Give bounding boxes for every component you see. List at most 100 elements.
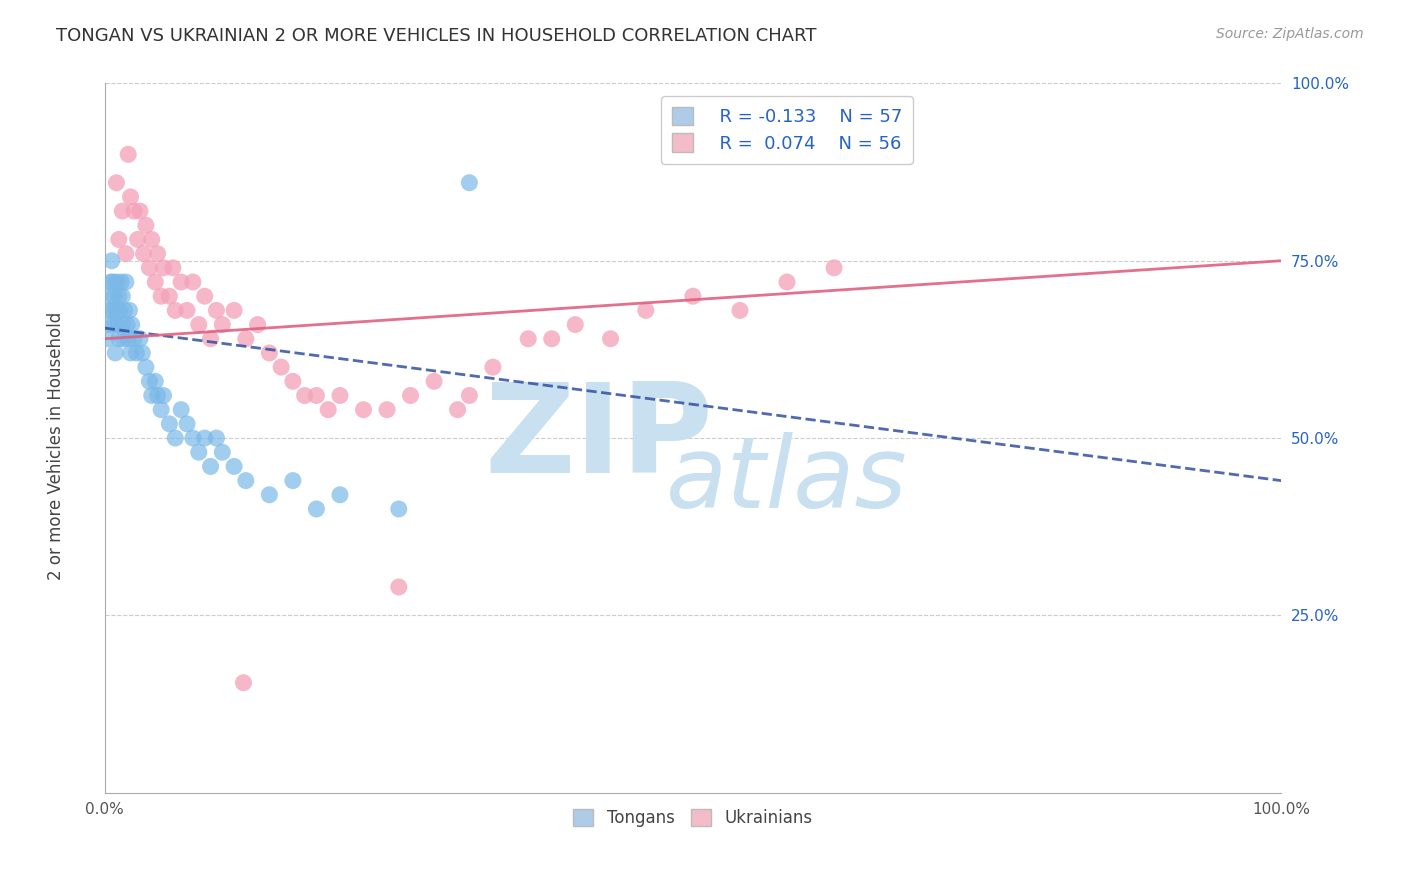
- Point: [294, 388, 316, 402]
- Point: [353, 402, 375, 417]
- Point: [211, 445, 233, 459]
- Point: [122, 204, 145, 219]
- Point: [176, 417, 198, 431]
- Text: ZIP: ZIP: [485, 377, 713, 499]
- Point: [517, 332, 540, 346]
- Point: [115, 318, 138, 332]
- Point: [482, 360, 505, 375]
- Text: TONGAN VS UKRAINIAN 2 OR MORE VEHICLES IN HOUSEHOLD CORRELATION CHART: TONGAN VS UKRAINIAN 2 OR MORE VEHICLES I…: [56, 27, 817, 45]
- Point: [329, 488, 352, 502]
- Point: [146, 388, 169, 402]
- Point: [564, 318, 586, 332]
- Point: [187, 318, 209, 332]
- Point: [165, 431, 187, 445]
- Point: [96, 332, 118, 346]
- Point: [110, 275, 132, 289]
- Point: [728, 303, 751, 318]
- Point: [388, 502, 411, 516]
- Point: [125, 346, 148, 360]
- Point: [105, 176, 128, 190]
- Point: [682, 289, 704, 303]
- Point: [281, 374, 304, 388]
- Point: [103, 318, 125, 332]
- Point: [634, 303, 657, 318]
- Point: [107, 289, 129, 303]
- Point: [187, 445, 209, 459]
- Text: Source: ZipAtlas.com: Source: ZipAtlas.com: [1216, 27, 1364, 41]
- Point: [105, 303, 128, 318]
- Point: [232, 675, 254, 690]
- Point: [107, 232, 129, 246]
- Point: [181, 431, 204, 445]
- Point: [120, 346, 142, 360]
- Point: [127, 232, 149, 246]
- Text: 2 or more Vehicles in Household: 2 or more Vehicles in Household: [48, 312, 65, 580]
- Point: [143, 275, 166, 289]
- Point: [375, 402, 398, 417]
- Point: [115, 246, 138, 260]
- Point: [162, 260, 184, 275]
- Point: [200, 459, 222, 474]
- Point: [103, 289, 125, 303]
- Point: [157, 417, 180, 431]
- Point: [446, 402, 468, 417]
- Legend: Tongans, Ukrainians: Tongans, Ukrainians: [567, 803, 820, 834]
- Point: [599, 332, 621, 346]
- Point: [118, 303, 141, 318]
- Point: [246, 318, 269, 332]
- Point: [122, 332, 145, 346]
- Point: [222, 459, 245, 474]
- Point: [823, 260, 845, 275]
- Point: [259, 488, 281, 502]
- Point: [117, 332, 139, 346]
- Point: [141, 388, 163, 402]
- Point: [305, 502, 328, 516]
- Point: [135, 360, 157, 375]
- Point: [399, 388, 422, 402]
- Point: [132, 246, 155, 260]
- Point: [135, 219, 157, 233]
- Point: [117, 147, 139, 161]
- Point: [194, 431, 217, 445]
- Point: [235, 474, 257, 488]
- Point: [200, 332, 222, 346]
- Point: [329, 388, 352, 402]
- Point: [146, 246, 169, 260]
- Point: [423, 374, 446, 388]
- Point: [176, 303, 198, 318]
- Point: [129, 332, 152, 346]
- Point: [121, 318, 143, 332]
- Point: [194, 289, 217, 303]
- Point: [152, 260, 174, 275]
- Point: [108, 303, 131, 318]
- Text: atlas: atlas: [666, 432, 908, 529]
- Point: [259, 346, 281, 360]
- Point: [141, 232, 163, 246]
- Point: [100, 253, 122, 268]
- Point: [458, 176, 481, 190]
- Point: [111, 204, 134, 219]
- Point: [120, 190, 142, 204]
- Point: [157, 289, 180, 303]
- Point: [111, 289, 134, 303]
- Point: [111, 318, 134, 332]
- Point: [131, 346, 153, 360]
- Point: [101, 303, 124, 318]
- Point: [205, 303, 228, 318]
- Point: [115, 275, 138, 289]
- Point: [458, 388, 481, 402]
- Point: [281, 474, 304, 488]
- Point: [388, 580, 411, 594]
- Point: [165, 303, 187, 318]
- Point: [114, 303, 136, 318]
- Point: [205, 431, 228, 445]
- Point: [100, 275, 122, 289]
- Point: [104, 346, 127, 360]
- Point: [150, 402, 173, 417]
- Point: [222, 303, 245, 318]
- Point: [776, 275, 799, 289]
- Point: [152, 388, 174, 402]
- Point: [107, 332, 129, 346]
- Point: [170, 275, 193, 289]
- Point: [97, 289, 120, 303]
